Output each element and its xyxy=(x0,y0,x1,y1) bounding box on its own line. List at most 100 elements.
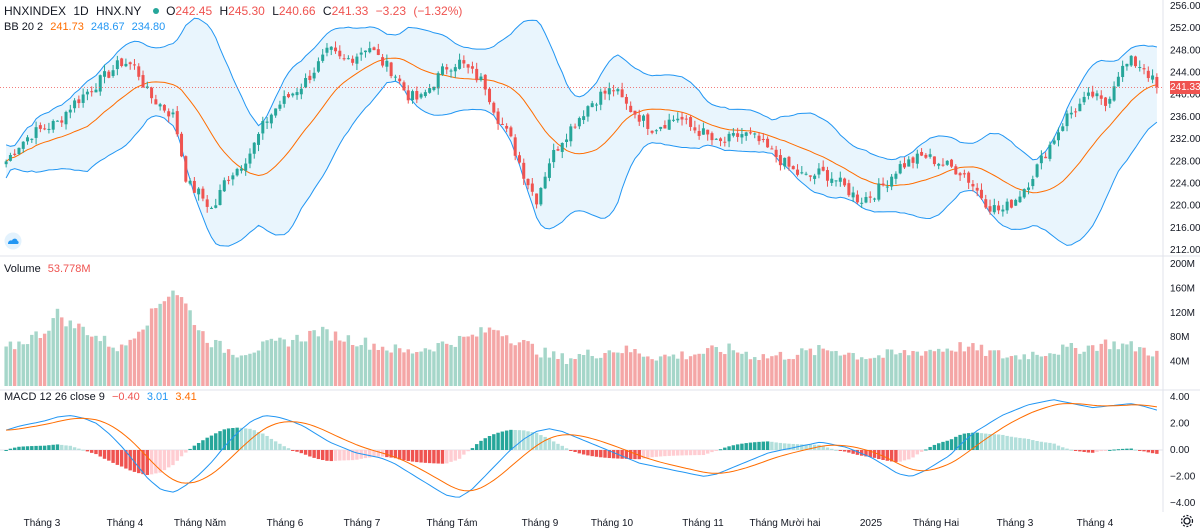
cloud-logo-icon[interactable] xyxy=(4,232,22,250)
volume-bar xyxy=(308,330,312,386)
high-label: H xyxy=(219,4,229,18)
volume-bar xyxy=(462,336,466,386)
volume-bar xyxy=(915,351,920,386)
bb-legend[interactable]: BB 20 2 241.73 248.67 234.80 xyxy=(4,20,169,34)
candle-body xyxy=(393,76,397,78)
candle-body xyxy=(77,99,81,104)
candle-body xyxy=(64,111,68,125)
price-tick-label: 212.00 xyxy=(1170,245,1200,256)
candle-body xyxy=(192,180,196,193)
volume-bar xyxy=(415,352,419,386)
macd-hist-bar xyxy=(599,450,603,458)
volume-bar xyxy=(543,347,547,386)
macd-hist-bar xyxy=(196,442,201,450)
interval-label[interactable]: 1D xyxy=(73,4,89,18)
macd-hist-bar xyxy=(162,450,167,471)
macd-hist-bar xyxy=(346,450,351,461)
candle-body xyxy=(1009,199,1013,208)
symbol-label[interactable]: HNXINDEX xyxy=(4,4,67,18)
macd-hist-bar xyxy=(646,450,650,458)
volume-bar xyxy=(261,341,265,386)
time-tick-label: Tháng 4 xyxy=(1077,518,1114,529)
macd-hist-bar xyxy=(992,434,997,450)
time-tick-label: Tháng Tám xyxy=(427,518,478,529)
macd-hist-bar xyxy=(851,450,855,454)
candle-body xyxy=(60,120,64,123)
time-tick-label: Tháng 10 xyxy=(591,518,634,529)
macd-hist-bar xyxy=(753,442,757,450)
macd-hist-bar xyxy=(299,450,304,454)
candle-body xyxy=(706,129,710,135)
volume-bar xyxy=(680,351,684,386)
volume-bar xyxy=(256,350,261,386)
volume-bar xyxy=(376,349,381,386)
candle-body xyxy=(381,57,385,66)
candle-body xyxy=(796,169,800,175)
candle-body xyxy=(1069,112,1073,115)
candle-body xyxy=(368,48,372,53)
candle-body xyxy=(85,91,89,95)
price-tick-label: 248.00 xyxy=(1170,45,1200,56)
macd-hist-bar xyxy=(637,450,641,460)
volume-bar xyxy=(902,350,907,386)
macd-hist-bar xyxy=(128,450,132,471)
macd-legend[interactable]: MACD 12 26 close 9 −0.40 3.01 3.41 xyxy=(4,390,201,404)
main-legend: HNXINDEX 1D HNX.NY O242.45 H245.30 L240.… xyxy=(4,4,466,18)
macd-hist-bar xyxy=(393,450,398,459)
volume-bar xyxy=(89,336,94,386)
candle-body xyxy=(569,126,573,142)
volume-bar xyxy=(984,355,988,386)
gear-icon[interactable] xyxy=(1180,514,1194,528)
macd-hist-bar xyxy=(492,434,496,450)
candle-body xyxy=(329,46,333,50)
candle-body xyxy=(778,155,782,166)
candle-body xyxy=(325,47,329,53)
volume-bar xyxy=(1013,355,1018,386)
volume-bar xyxy=(64,326,68,386)
candle-body xyxy=(701,128,705,135)
candle-body xyxy=(714,138,718,140)
volume-bar xyxy=(166,296,171,386)
macd-hist-bar xyxy=(693,450,697,456)
volume-bar xyxy=(393,344,398,386)
macd-hist-bar xyxy=(620,450,624,459)
macd-hist-bar xyxy=(1031,440,1035,450)
candle-body xyxy=(1099,95,1103,99)
volume-bar xyxy=(145,325,150,386)
volume-bar xyxy=(889,349,894,386)
volume-bar xyxy=(825,350,830,386)
macd-hist-bar xyxy=(308,450,312,457)
volume-bar xyxy=(581,355,586,386)
macd-hist-bar xyxy=(77,448,81,450)
volume-bar xyxy=(338,340,342,386)
candle-body xyxy=(342,58,346,60)
macd-hist-bar xyxy=(842,450,847,452)
volume-bar xyxy=(205,342,209,386)
volume-bar xyxy=(504,335,509,386)
macd-hist-bar xyxy=(171,450,175,466)
volume-bar xyxy=(278,337,282,386)
candle-body xyxy=(1151,75,1155,80)
candle-body xyxy=(967,172,971,183)
candle-body xyxy=(398,78,402,82)
macd-hist-bar xyxy=(1090,450,1095,453)
volume-bar xyxy=(727,343,731,386)
macd-hist-bar xyxy=(466,450,470,452)
volume-bar xyxy=(753,357,757,386)
open-label: O xyxy=(166,4,176,18)
candle-body xyxy=(389,62,393,77)
macd-hist-bar xyxy=(316,450,321,460)
time-tick-label: Tháng Năm xyxy=(174,518,226,529)
candle-body xyxy=(111,70,115,76)
volume-bar xyxy=(821,348,825,386)
macd-hist-bar xyxy=(573,450,577,453)
volume-legend[interactable]: Volume 53.778M xyxy=(4,262,95,276)
macd-hist-bar xyxy=(166,450,171,468)
candle-body xyxy=(552,149,556,163)
volume-bar xyxy=(368,349,372,386)
macd-hist-bar xyxy=(984,433,988,450)
candle-body xyxy=(1031,179,1035,187)
macd-hist-bar xyxy=(214,433,218,450)
candle-body xyxy=(834,180,838,182)
